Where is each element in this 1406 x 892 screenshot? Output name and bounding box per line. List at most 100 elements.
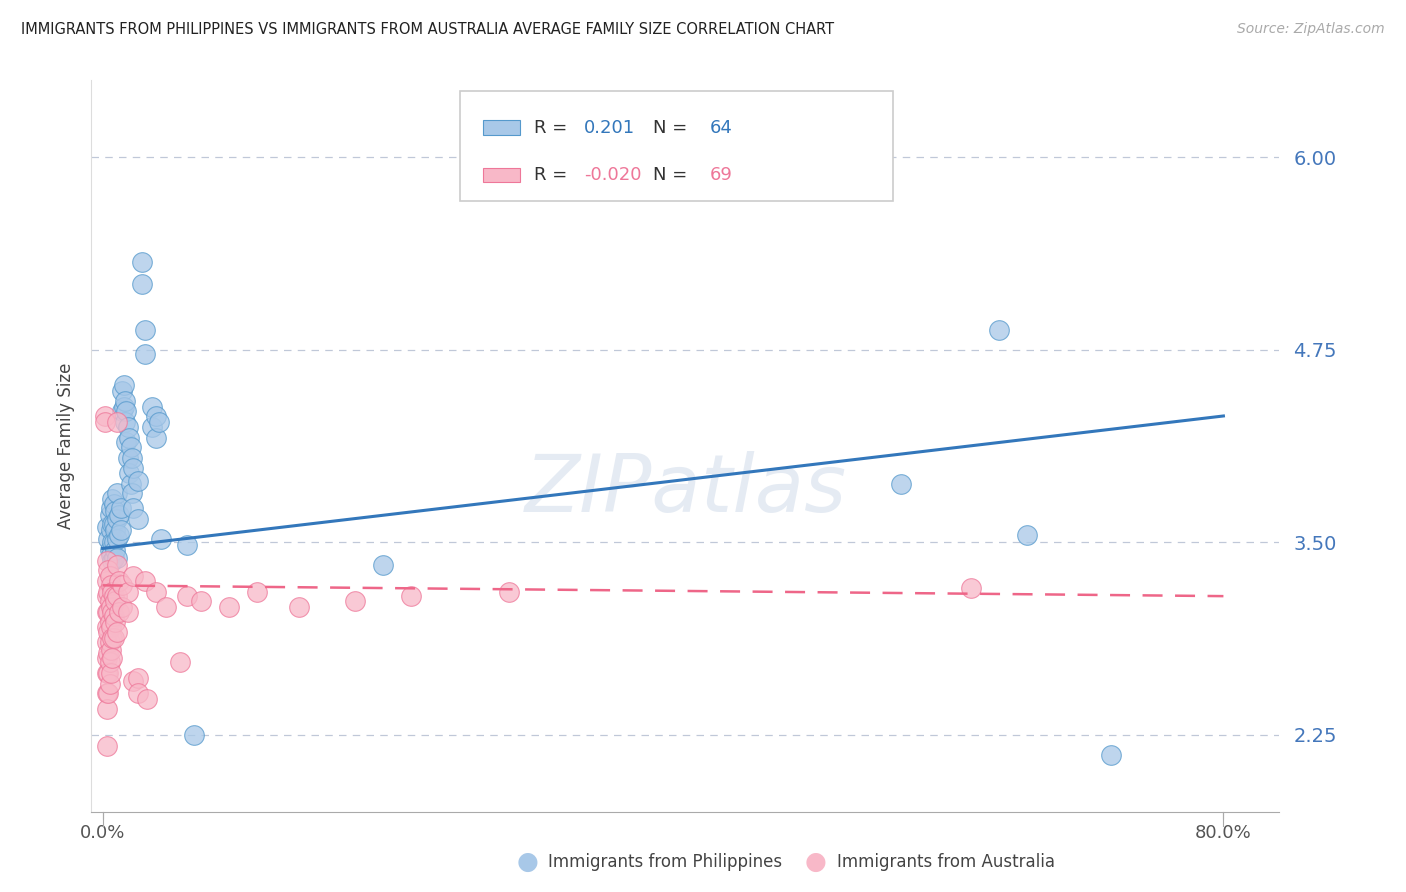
Y-axis label: Average Family Size: Average Family Size [56,363,75,529]
Point [103,589,125,603]
Point [176,589,198,603]
Point [117,605,139,619]
Point [111,404,134,418]
Point [112,378,135,392]
Point [97,563,120,577]
Point [96,620,118,634]
Point [104,504,127,518]
Point [141,419,163,434]
Point [115,404,138,418]
Text: 69: 69 [710,166,733,184]
Point [103,550,125,565]
Point [111,578,134,592]
Point [105,532,128,546]
Point [100,666,122,681]
Point [498,584,520,599]
Point [103,516,125,531]
Point [176,538,198,552]
Point [110,523,132,537]
Point [96,739,118,753]
Point [103,609,125,624]
Point [120,440,142,454]
Point [96,589,118,603]
Point [122,461,145,475]
Point [103,497,125,511]
Point [150,532,173,546]
Point [98,635,121,649]
Point [105,486,128,500]
Point [97,666,120,681]
Point [890,476,912,491]
Point [100,548,122,562]
Point [108,574,131,588]
Point [155,599,177,614]
Point [96,605,118,619]
Point [101,492,124,507]
Text: ●: ● [804,850,827,873]
Point [101,554,124,568]
Text: Immigrants from Australia: Immigrants from Australia [837,853,1054,871]
Point [111,384,134,399]
Point [104,543,127,558]
Point [134,347,156,361]
Point [988,323,1011,337]
Point [131,255,153,269]
Point [101,535,124,549]
Point [98,615,121,630]
Point [246,584,269,599]
Point [98,677,121,691]
FancyBboxPatch shape [460,91,893,201]
Point [100,599,122,614]
Text: Immigrants from Philippines: Immigrants from Philippines [548,853,783,871]
Point [1099,747,1122,762]
Text: R =: R = [534,166,574,184]
Point [97,624,120,639]
Point [122,673,145,688]
Point [114,393,136,408]
Point [111,599,134,614]
Point [127,671,149,685]
Point [97,532,120,546]
Point [114,415,136,429]
Point [97,605,120,619]
Text: ZIPatlas: ZIPatlas [524,450,846,529]
Point [101,584,124,599]
Point [118,431,141,445]
Point [103,535,125,549]
Point [121,450,143,465]
Point [399,589,422,603]
Point [169,656,191,670]
Text: IMMIGRANTS FROM PHILIPPINES VS IMMIGRANTS FROM AUSTRALIA AVERAGE FAMILY SIZE COR: IMMIGRANTS FROM PHILIPPINES VS IMMIGRANT… [21,22,834,37]
Point [101,605,124,619]
Point [96,574,118,588]
Point [141,400,163,414]
Point [117,450,139,465]
Point [96,554,118,568]
Point [134,574,156,588]
Point [343,593,366,607]
Text: 0.201: 0.201 [585,119,636,136]
Point [112,400,135,414]
Point [127,686,149,700]
Point [960,582,983,596]
Point [100,620,122,634]
Text: R =: R = [534,119,574,136]
Point [108,508,131,522]
Point [108,605,131,619]
Point [96,650,118,665]
Point [127,512,149,526]
Point [183,728,205,742]
Point [190,593,212,607]
Point [120,476,142,491]
Point [103,631,125,645]
Point [371,558,394,573]
Point [145,584,167,599]
Text: Source: ZipAtlas.com: Source: ZipAtlas.com [1237,22,1385,37]
Text: N =: N = [654,166,693,184]
Point [108,527,131,541]
Point [101,650,124,665]
Point [96,701,118,715]
Point [97,584,120,599]
FancyBboxPatch shape [484,168,520,182]
Point [98,569,121,583]
